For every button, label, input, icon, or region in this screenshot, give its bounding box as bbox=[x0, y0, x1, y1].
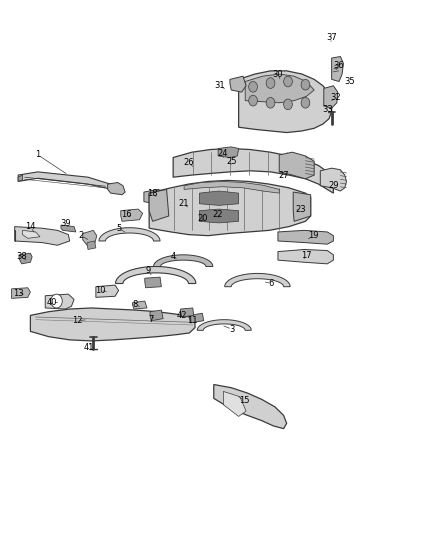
Polygon shape bbox=[199, 191, 239, 205]
Text: 25: 25 bbox=[226, 157, 237, 166]
Polygon shape bbox=[245, 74, 314, 103]
Text: 1: 1 bbox=[35, 150, 40, 159]
Polygon shape bbox=[12, 288, 30, 298]
Polygon shape bbox=[18, 175, 22, 181]
Polygon shape bbox=[223, 391, 246, 416]
Circle shape bbox=[301, 98, 310, 108]
Text: 2: 2 bbox=[79, 231, 84, 240]
Polygon shape bbox=[320, 168, 346, 191]
Polygon shape bbox=[278, 249, 333, 264]
Polygon shape bbox=[153, 255, 213, 266]
Polygon shape bbox=[180, 308, 194, 317]
Text: 15: 15 bbox=[239, 396, 250, 405]
Text: 41: 41 bbox=[84, 343, 94, 352]
Text: 23: 23 bbox=[296, 205, 307, 214]
Text: 30: 30 bbox=[272, 70, 283, 78]
Polygon shape bbox=[278, 230, 333, 244]
Polygon shape bbox=[173, 149, 333, 193]
Text: 24: 24 bbox=[217, 149, 228, 158]
Polygon shape bbox=[324, 86, 338, 108]
Text: 32: 32 bbox=[331, 93, 341, 102]
Text: 36: 36 bbox=[334, 61, 344, 70]
Text: 26: 26 bbox=[183, 158, 194, 167]
Polygon shape bbox=[22, 230, 40, 238]
Polygon shape bbox=[184, 181, 279, 193]
Polygon shape bbox=[199, 209, 239, 223]
Polygon shape bbox=[116, 266, 196, 284]
Circle shape bbox=[249, 95, 258, 106]
Text: 20: 20 bbox=[197, 214, 208, 223]
Text: 35: 35 bbox=[344, 77, 354, 86]
Polygon shape bbox=[30, 308, 195, 341]
Circle shape bbox=[284, 76, 292, 87]
Text: 14: 14 bbox=[25, 222, 35, 231]
Text: 7: 7 bbox=[148, 315, 154, 324]
Polygon shape bbox=[145, 277, 161, 288]
Text: 22: 22 bbox=[213, 210, 223, 219]
Polygon shape bbox=[144, 189, 166, 204]
Circle shape bbox=[266, 98, 275, 108]
Polygon shape bbox=[45, 294, 74, 309]
Polygon shape bbox=[293, 192, 311, 221]
Text: 11: 11 bbox=[187, 316, 198, 325]
Circle shape bbox=[301, 79, 310, 90]
Text: 39: 39 bbox=[60, 220, 71, 229]
Polygon shape bbox=[149, 180, 311, 236]
Text: 42: 42 bbox=[177, 311, 187, 320]
Text: 9: 9 bbox=[146, 266, 151, 275]
Text: 17: 17 bbox=[301, 252, 311, 260]
Text: 12: 12 bbox=[72, 316, 82, 325]
Polygon shape bbox=[214, 384, 287, 429]
Text: 6: 6 bbox=[268, 279, 274, 288]
Polygon shape bbox=[133, 301, 147, 309]
Text: 13: 13 bbox=[13, 288, 24, 297]
Text: 10: 10 bbox=[95, 286, 106, 295]
Text: 33: 33 bbox=[322, 105, 332, 114]
Text: 5: 5 bbox=[116, 224, 121, 233]
Polygon shape bbox=[87, 241, 96, 249]
Text: 8: 8 bbox=[132, 300, 138, 309]
Text: 27: 27 bbox=[278, 171, 289, 180]
Text: 18: 18 bbox=[147, 189, 158, 198]
Circle shape bbox=[266, 78, 275, 88]
Polygon shape bbox=[61, 225, 76, 232]
Polygon shape bbox=[19, 253, 32, 264]
Polygon shape bbox=[108, 182, 125, 195]
Polygon shape bbox=[96, 285, 119, 297]
Polygon shape bbox=[279, 152, 314, 179]
Text: 21: 21 bbox=[178, 199, 188, 208]
Polygon shape bbox=[332, 56, 343, 82]
Polygon shape bbox=[121, 209, 143, 221]
Text: 40: 40 bbox=[47, 298, 57, 307]
Polygon shape bbox=[230, 76, 246, 92]
Text: 3: 3 bbox=[230, 325, 235, 334]
Text: 19: 19 bbox=[307, 231, 318, 240]
Circle shape bbox=[284, 99, 292, 110]
Polygon shape bbox=[83, 230, 97, 246]
Text: 38: 38 bbox=[16, 253, 27, 261]
Text: 4: 4 bbox=[170, 253, 176, 261]
Text: 29: 29 bbox=[328, 181, 339, 190]
Circle shape bbox=[51, 294, 62, 308]
Polygon shape bbox=[225, 273, 290, 287]
Polygon shape bbox=[14, 227, 70, 245]
Circle shape bbox=[249, 82, 258, 92]
Polygon shape bbox=[99, 228, 160, 241]
Polygon shape bbox=[18, 172, 112, 189]
Polygon shape bbox=[197, 320, 251, 330]
Text: 31: 31 bbox=[215, 81, 225, 90]
Polygon shape bbox=[239, 71, 332, 133]
Text: 16: 16 bbox=[121, 210, 132, 219]
Polygon shape bbox=[150, 310, 163, 321]
Text: 37: 37 bbox=[326, 34, 337, 43]
Polygon shape bbox=[218, 147, 239, 158]
Polygon shape bbox=[149, 189, 169, 221]
Polygon shape bbox=[189, 313, 204, 323]
